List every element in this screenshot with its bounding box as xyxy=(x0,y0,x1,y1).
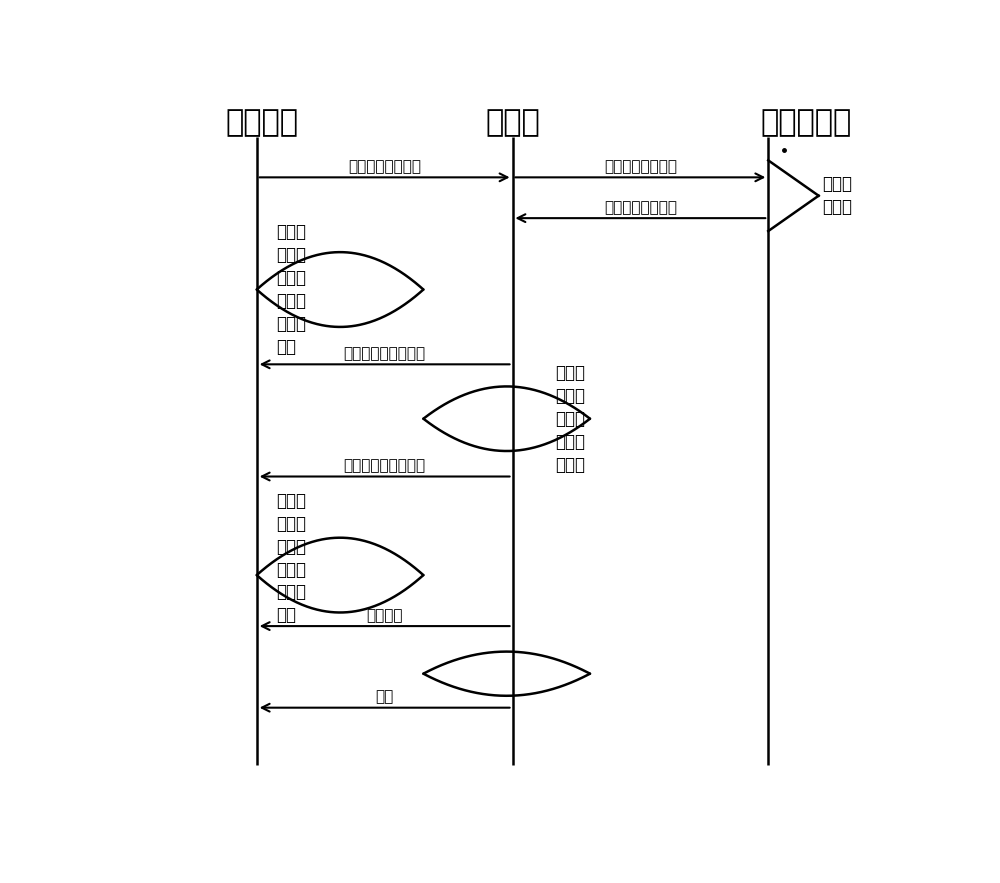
Text: 起爆: 起爆 xyxy=(376,690,394,705)
Text: 下载爆品属性信息: 下载爆品属性信息 xyxy=(604,200,677,215)
Text: 公安系
统检索: 公安系 统检索 xyxy=(822,175,852,216)
Text: 得到第一识别信息组: 得到第一识别信息组 xyxy=(344,346,426,361)
Text: 云端服务器: 云端服务器 xyxy=(761,109,852,138)
Text: 将爆破
识别信
息发送
给对应
的起爆
模块: 将爆破 识别信 息发送 给对应 的起爆 模块 xyxy=(276,223,306,356)
Text: 上传爆品识别信息: 上传爆品识别信息 xyxy=(604,159,677,174)
Text: 比对第
一识别
信息组
与第二
识别信
息组: 比对第 一识别 信息组 与第二 识别信 息组 xyxy=(276,492,306,624)
Text: 比对成功: 比对成功 xyxy=(366,608,403,623)
Text: 数码雷管: 数码雷管 xyxy=(226,109,299,138)
Text: 采集连
入起爆
网络的
爆破识
别信息: 采集连 入起爆 网络的 爆破识 别信息 xyxy=(555,364,585,473)
Text: 起爆器: 起爆器 xyxy=(485,109,540,138)
Text: 采集爆品识别信息: 采集爆品识别信息 xyxy=(348,159,421,174)
Text: 得到第二识别信息组: 得到第二识别信息组 xyxy=(344,458,426,473)
